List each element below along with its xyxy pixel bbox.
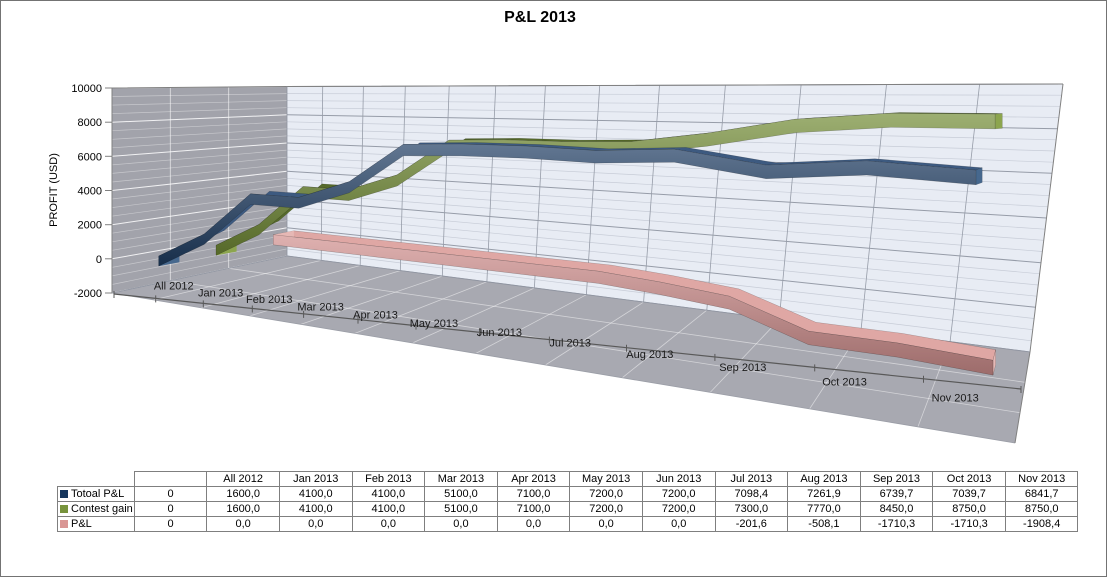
table-cell: 0 <box>133 486 208 502</box>
value-tick-label: 0 <box>96 254 102 266</box>
table-cell: 1600,0 <box>206 501 280 517</box>
series-legend-cell: Totoal P&L <box>57 486 135 502</box>
series-name: P&L <box>71 518 92 530</box>
table-cell: 4100,0 <box>351 501 426 517</box>
table-cell: 4100,0 <box>351 486 426 502</box>
table-cell: 0,0 <box>424 516 498 532</box>
chart-data-table: All 2012 Jan 2013 Feb 2013 Mar 2013 Apr 2013… <box>57 471 1079 532</box>
table-cell: 7200,0 <box>641 486 716 502</box>
table-cell: 7770,0 <box>787 501 861 517</box>
table-col-header: All 2012 <box>206 471 280 487</box>
table-cell: 6739,7 <box>859 486 934 502</box>
table-cell: 0,0 <box>496 516 571 532</box>
table-cell: 4100,0 <box>278 501 353 517</box>
table-cell: 0,0 <box>206 516 280 532</box>
category-label: Nov 2013 <box>932 393 979 405</box>
table-col-header: Oct 2013 <box>932 471 1006 487</box>
category-label: Apr 2013 <box>353 309 398 321</box>
table-cell: 1600,0 <box>206 486 280 502</box>
pl-3d-chart: 10000 8000 6000 4000 2000 0 -2000 PROFIT (USD) A… <box>48 83 1064 444</box>
value-tick-label: 8000 <box>78 117 102 129</box>
table-col-header: Jul 2013 <box>714 471 789 487</box>
table-row: Totoal P&L 0 1600,0 4100,0 4100,0 5100,0 7100,… <box>57 486 1079 502</box>
table-cell: 0,0 <box>641 516 716 532</box>
table-cell: 8450,0 <box>859 501 934 517</box>
table-cell: 8750,0 <box>1004 501 1079 517</box>
table-cell: 0,0 <box>278 516 353 532</box>
table-cell: 7100,0 <box>496 486 571 502</box>
table-col-header: Jan 2013 <box>278 471 353 487</box>
table-corner-cell <box>57 471 135 487</box>
table-cell: 5100,0 <box>424 486 498 502</box>
ribbon-p-l <box>273 230 997 376</box>
table-cell: -1710,3 <box>932 516 1006 532</box>
table-col-header: Apr 2013 <box>496 471 571 487</box>
series-legend-cell: P&L <box>57 516 135 532</box>
category-axis-line <box>113 291 1022 393</box>
ribbon-contest-gain <box>215 112 1003 256</box>
legend-swatch-icon <box>60 520 68 528</box>
table-cell: -1710,3 <box>859 516 934 532</box>
value-tick-label: 6000 <box>78 151 102 163</box>
category-label: Sep 2013 <box>719 362 766 374</box>
table-cell: 7300,0 <box>714 501 789 517</box>
table-cell: -201,6 <box>714 516 789 532</box>
table-col-header <box>133 471 208 487</box>
table-cell: 7261,9 <box>787 486 861 502</box>
category-label: Feb 2013 <box>246 294 292 306</box>
category-label: Jun 2013 <box>477 327 522 339</box>
category-label: May 2013 <box>410 318 458 330</box>
table-cell: 0,0 <box>569 516 643 532</box>
table-cell: 7200,0 <box>569 501 643 517</box>
legend-swatch-icon <box>60 490 68 498</box>
series-legend-cell: Contest gain <box>57 501 135 517</box>
table-cell: 8750,0 <box>932 501 1006 517</box>
value-tick-label: 2000 <box>78 220 102 232</box>
category-label: Oct 2013 <box>822 377 867 389</box>
category-label: Jul 2013 <box>549 337 591 349</box>
category-label: Mar 2013 <box>297 302 343 314</box>
table-cell: 7200,0 <box>641 501 716 517</box>
value-axis-title: PROFIT (USD) <box>48 153 60 227</box>
table-cell: 4100,0 <box>278 486 353 502</box>
table-cell: 0,0 <box>351 516 426 532</box>
table-cell: 6841,7 <box>1004 486 1079 502</box>
chart-title: P&L 2013 <box>504 9 576 26</box>
table-cell: 0 <box>133 501 208 517</box>
table-col-header: Mar 2013 <box>424 471 498 487</box>
floor <box>112 256 1030 443</box>
table-col-header: Aug 2013 <box>787 471 861 487</box>
table-col-header: Jun 2013 <box>641 471 716 487</box>
series-name: Contest gain <box>71 503 133 515</box>
table-cell: 7200,0 <box>569 486 643 502</box>
table-cell: 5100,0 <box>424 501 498 517</box>
value-axis: 10000 8000 6000 4000 2000 0 -2000 PROFIT (USD) <box>48 83 112 300</box>
table-col-header: Sep 2013 <box>859 471 934 487</box>
table-cell: 7098,4 <box>714 486 789 502</box>
table-row: Contest gain 0 1600,0 4100,0 4100,0 5100,0 710… <box>57 501 1079 517</box>
table-cell: 7039,7 <box>932 486 1006 502</box>
table-cell: 7100,0 <box>496 501 571 517</box>
category-label: Jan 2013 <box>198 287 243 299</box>
value-tick-label: 4000 <box>78 186 102 198</box>
series-name: Totoal P&L <box>71 488 125 500</box>
category-label: Aug 2013 <box>626 349 673 361</box>
table-cell: 0 <box>133 516 208 532</box>
table-col-header: Feb 2013 <box>351 471 426 487</box>
value-tick-label: 10000 <box>71 83 102 95</box>
table-row: P&L 0 0,0 0,0 0,0 0,0 0,0 0,0 0,0 -201,6 -508,1 -17… <box>57 516 1079 532</box>
legend-swatch-icon <box>60 505 68 513</box>
table-cell: -508,1 <box>787 516 861 532</box>
category-label: All 2012 <box>154 281 194 293</box>
table-cell: -1908,4 <box>1004 516 1079 532</box>
value-tick-label: -2000 <box>74 288 102 300</box>
table-col-header: May 2013 <box>569 471 643 487</box>
ribbon-totoal-p-l <box>158 142 983 267</box>
table-col-header: Nov 2013 <box>1004 471 1079 487</box>
